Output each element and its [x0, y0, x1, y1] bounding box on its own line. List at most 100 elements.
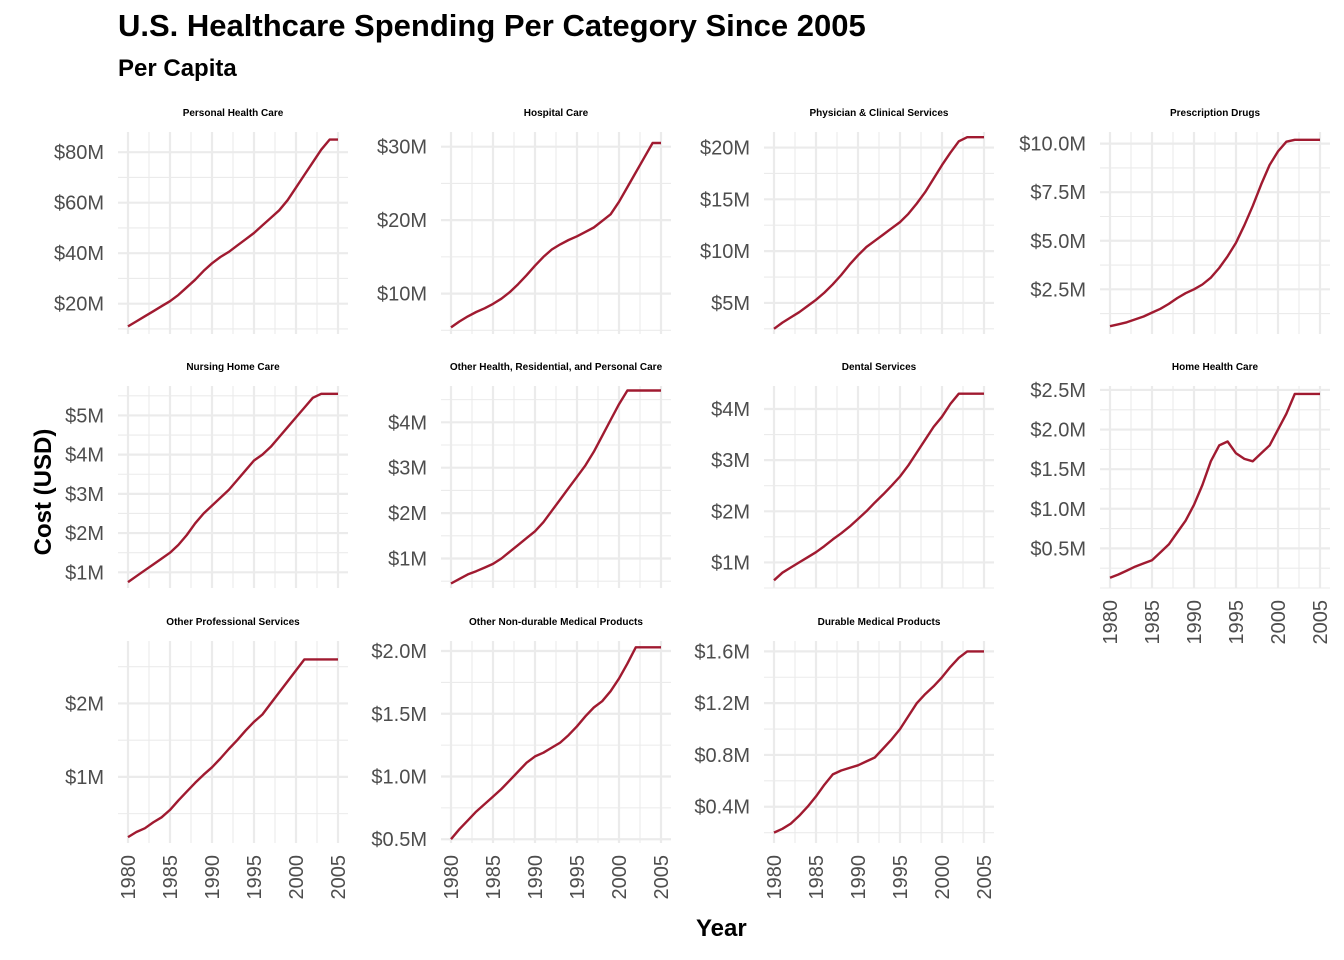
y-tick-label: $2.5M	[1030, 380, 1086, 402]
x-tick-label: 1985	[483, 855, 505, 900]
y-tick-label: $1.0M	[371, 767, 427, 789]
facet-panel: Other Health, Residential, and Personal …	[388, 362, 671, 588]
x-tick-label: 1995	[567, 855, 589, 900]
x-tick-label: 2000	[609, 855, 631, 900]
y-tick-label: $5.0M	[1030, 231, 1086, 253]
panel-title: Dental Services	[842, 362, 917, 373]
chart-title: U.S. Healthcare Spending Per Category Si…	[118, 8, 866, 43]
y-tick-label: $3M	[388, 458, 427, 480]
panel-title: Home Health Care	[1172, 362, 1259, 373]
panel-title: Other Health, Residential, and Personal …	[450, 362, 663, 373]
x-tick-label: 2000	[286, 855, 308, 900]
facet-panel: Durable Medical Products $0.4M $0.8M $1.2M $…	[694, 617, 996, 900]
x-tick-label: 1995	[1226, 600, 1248, 645]
series-line	[773, 392, 984, 582]
panel-title: Personal Health Care	[183, 108, 284, 119]
series-line	[450, 141, 661, 329]
y-tick-label: $10M	[377, 284, 427, 306]
y-tick-label: $4M	[65, 445, 104, 467]
x-tick-label: 1990	[1184, 600, 1206, 645]
series-line	[1109, 392, 1320, 579]
y-tick-label: $2M	[65, 693, 104, 715]
x-tick-label: 2005	[651, 855, 673, 900]
y-tick-label: $5M	[65, 405, 104, 427]
series-line	[127, 392, 338, 584]
facet-panel: Prescription Drugs $2.5M $5.0M $7.5M $10.0M	[1019, 108, 1330, 334]
y-tick-label: $20M	[377, 210, 427, 232]
panel-title: Other Professional Services	[166, 617, 300, 628]
y-tick-label: $80M	[54, 142, 104, 164]
y-tick-label: $4M	[711, 399, 750, 421]
facet-panel: Nursing Home Care $1M $2M $3M $4M $5M	[65, 362, 348, 588]
y-tick-label: $3M	[65, 484, 104, 506]
panel-title: Physician & Clinical Services	[810, 108, 949, 119]
x-tick-label: 1980	[118, 855, 140, 900]
series-line	[450, 389, 661, 585]
x-axis-label: Year	[696, 915, 747, 942]
y-tick-label: $20M	[700, 138, 750, 160]
series-line	[450, 646, 661, 840]
y-tick-label: $0.4M	[694, 797, 750, 819]
y-tick-label: $0.8M	[694, 745, 750, 767]
x-tick-label: 1980	[1100, 600, 1122, 645]
y-tick-label: $40M	[54, 243, 104, 265]
series-line	[127, 138, 338, 328]
y-tick-label: $1M	[388, 548, 427, 570]
y-tick-label: $1M	[711, 552, 750, 574]
y-tick-label: $1M	[65, 767, 104, 789]
x-tick-label: 1980	[441, 855, 463, 900]
y-tick-label: $2.5M	[1030, 279, 1086, 301]
facet-panel: Physician & Clinical Services $5M $10M $15M…	[700, 108, 994, 334]
y-tick-label: $2M	[65, 523, 104, 545]
y-tick-label: $7.5M	[1030, 182, 1086, 204]
x-tick-label: 1990	[525, 855, 547, 900]
x-tick-label: 2005	[1310, 600, 1332, 645]
y-tick-label: $10.0M	[1019, 134, 1086, 156]
x-tick-label: 2000	[932, 855, 954, 900]
x-tick-label: 1985	[160, 855, 182, 900]
panel-title: Durable Medical Products	[818, 617, 941, 628]
panel-title: Other Non-durable Medical Products	[469, 617, 643, 628]
facet-panel: Other Professional Services $1M $2M 1980 198…	[65, 617, 350, 900]
y-tick-label: $1.2M	[694, 693, 750, 715]
x-tick-label: 1995	[890, 855, 912, 900]
x-tick-label: 1985	[1142, 600, 1164, 645]
x-tick-label: 2000	[1268, 600, 1290, 645]
chart-subtitle: Per Capita	[118, 55, 237, 82]
y-tick-label: $5M	[711, 293, 750, 315]
y-tick-label: $1.6M	[694, 641, 750, 663]
x-tick-label: 1990	[202, 855, 224, 900]
y-tick-label: $15M	[700, 189, 750, 211]
y-tick-label: $2.0M	[371, 641, 427, 663]
x-tick-label: 1990	[848, 855, 870, 900]
y-tick-label: $60M	[54, 193, 104, 215]
y-tick-label: $2M	[711, 501, 750, 523]
facet-panel: Home Health Care $0.5M $1.0M $1.5M $2.0M $2.5…	[1030, 362, 1332, 645]
x-tick-label: 1985	[806, 855, 828, 900]
y-tick-label: $1.5M	[1030, 459, 1086, 481]
series-line	[773, 136, 984, 330]
facet-panel: Personal Health Care $20M $40M $60M $80M	[54, 108, 348, 334]
facet-panel: Dental Services $1M $2M $3M $4M	[711, 362, 994, 589]
y-tick-label: $2M	[388, 503, 427, 525]
y-tick-label: $1.0M	[1030, 499, 1086, 521]
panel-title: Hospital Care	[524, 108, 589, 119]
series-line	[127, 658, 338, 839]
y-tick-label: $2.0M	[1030, 420, 1086, 442]
y-tick-label: $1.5M	[371, 704, 427, 726]
x-tick-label: 1995	[244, 855, 266, 900]
y-tick-label: $1M	[65, 562, 104, 584]
x-tick-label: 1980	[764, 855, 786, 900]
series-line	[1109, 138, 1320, 328]
y-tick-label: $4M	[388, 412, 427, 434]
y-tick-label: $0.5M	[371, 829, 427, 851]
y-tick-label: $30M	[377, 137, 427, 159]
panel-title: Nursing Home Care	[186, 362, 280, 373]
y-tick-label: $3M	[711, 450, 750, 472]
facet-panel: Hospital Care $10M $20M $30M	[377, 108, 671, 334]
x-tick-label: 2005	[974, 855, 996, 900]
series-line	[773, 650, 984, 834]
facet-panel: Other Non-durable Medical Products $0.5M $…	[371, 617, 673, 900]
x-tick-label: 2005	[328, 855, 350, 900]
